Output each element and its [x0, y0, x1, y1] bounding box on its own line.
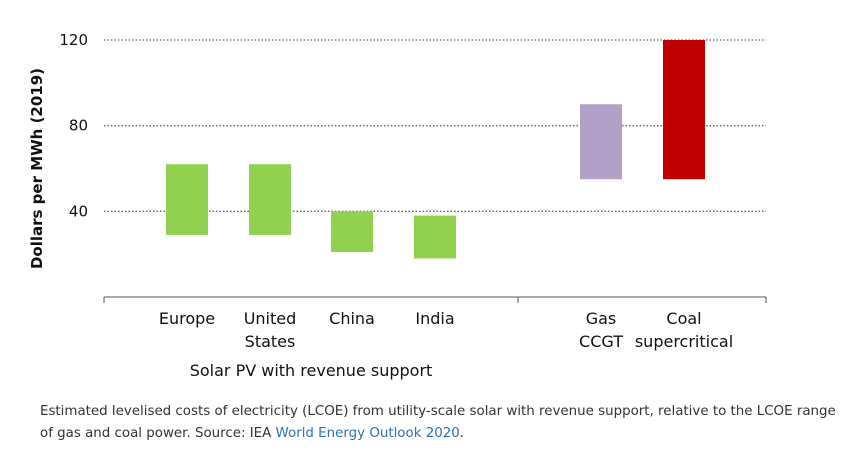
bar-india — [414, 215, 456, 259]
bar-china — [331, 211, 373, 253]
category-label-ccgt: CCGT — [579, 332, 623, 351]
chart-caption: Estimated levelised costs of electricity… — [40, 401, 840, 445]
bar-coal-supercritical — [663, 40, 705, 180]
bar-europe — [166, 164, 208, 235]
source-link[interactable]: World Energy Outlook 2020 — [275, 426, 460, 441]
y-tick-120: 120 — [59, 31, 88, 49]
caption-end: . — [459, 426, 465, 441]
category-label-supercritical: supercritical — [635, 332, 733, 351]
category-label-china: China — [329, 309, 375, 328]
category-label-gas: Gas — [586, 309, 617, 328]
category-label-united: United — [244, 309, 297, 328]
category-label-states: States — [245, 332, 296, 351]
category-label-india: India — [415, 309, 454, 328]
bar-united-states — [249, 164, 291, 235]
y-axis-label: Dollars per MWh (2019) — [28, 68, 46, 269]
category-label-coal: Coal — [666, 309, 701, 328]
y-tick-80: 80 — [69, 117, 88, 135]
category-label-europe: Europe — [159, 309, 215, 328]
bar-gas-ccgt — [580, 104, 622, 180]
group-label-solar-pv: Solar PV with revenue support — [190, 361, 433, 380]
caption-text: Estimated levelised costs of electricity… — [40, 404, 836, 441]
y-tick-40: 40 — [69, 202, 88, 220]
lcoe-chart: Dollars per MWh (2019) 40 80 120 Europe Unite… — [28, 31, 767, 380]
